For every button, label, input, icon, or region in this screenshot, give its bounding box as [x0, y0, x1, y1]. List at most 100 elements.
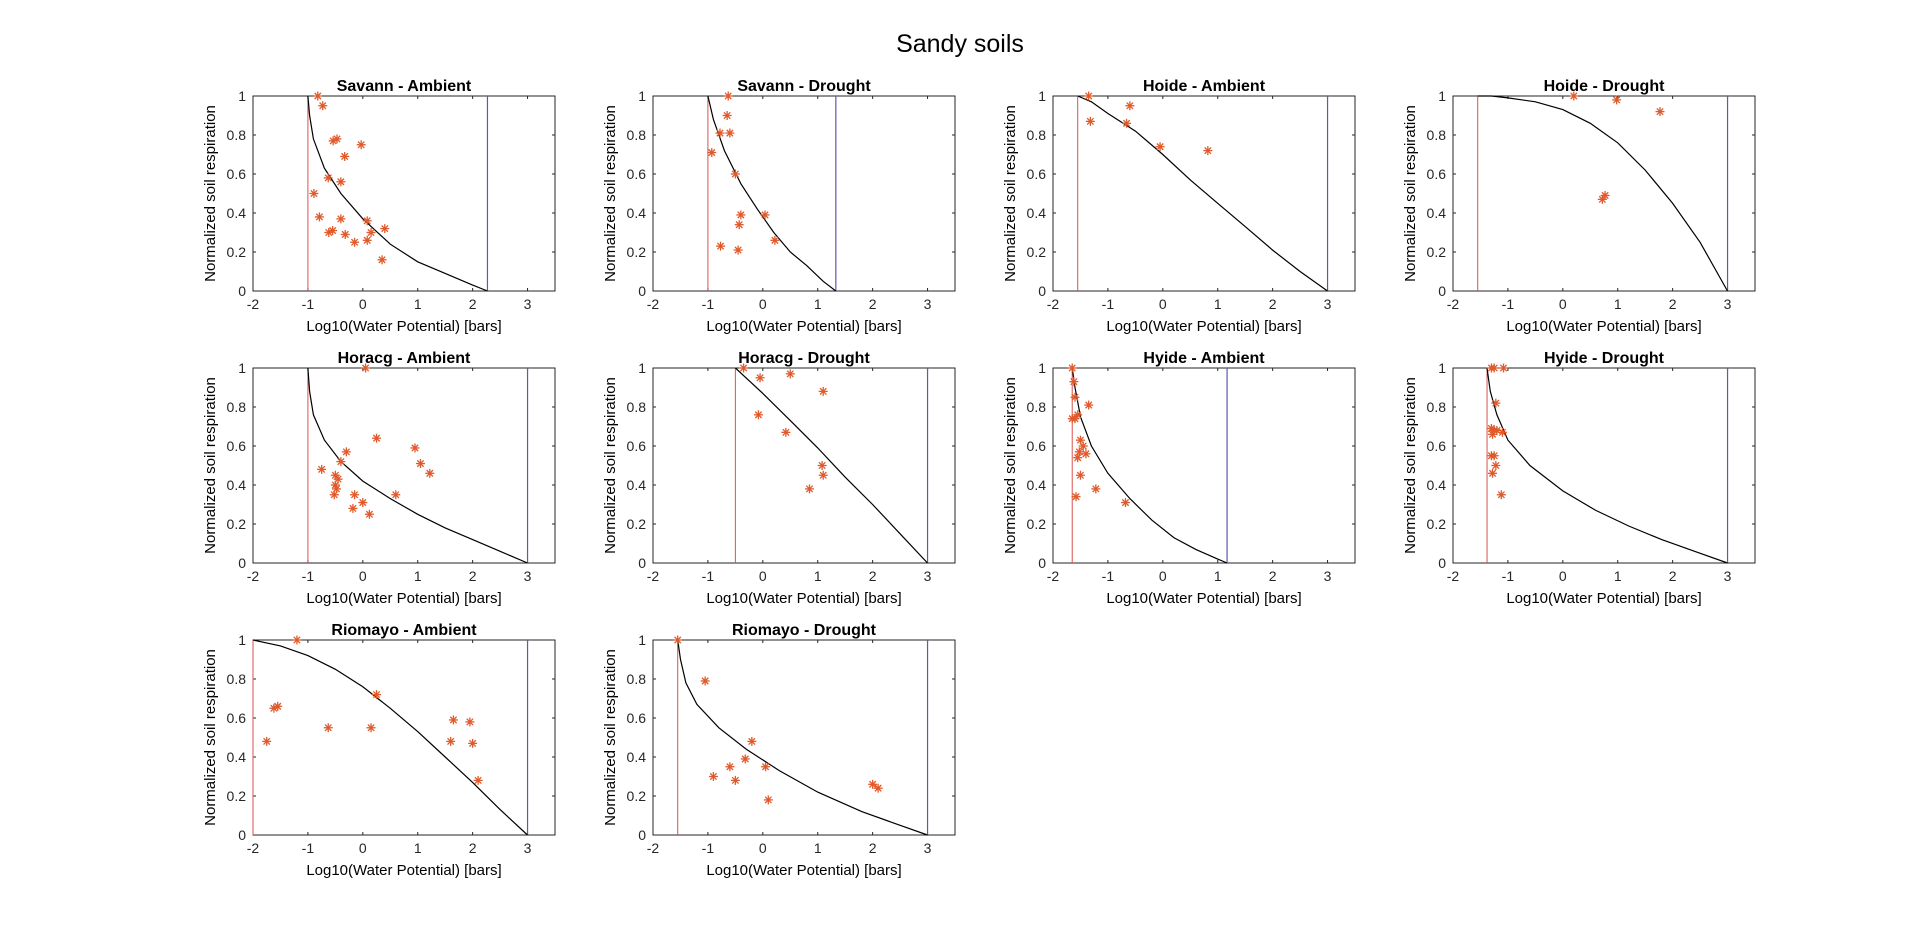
data-point: [770, 235, 780, 245]
y-tick-label: 0.6: [1427, 166, 1447, 182]
data-point-stroke: [337, 215, 345, 223]
x-tick-label: -2: [247, 296, 260, 312]
x-tick-label: 3: [924, 568, 932, 584]
model-curve: [1486, 367, 1728, 564]
subplot-title: Riomayo - Drought: [732, 622, 877, 639]
x-axis-label: Log10(Water Potential) [bars]: [1506, 318, 1701, 335]
data-point-stroke: [468, 739, 477, 747]
data-point: [332, 134, 342, 144]
data-point: [1070, 414, 1080, 424]
x-tick-label: 0: [759, 296, 767, 312]
y-tick-label: 0.4: [227, 749, 247, 765]
data-point: [868, 779, 878, 789]
x-tick-label: -1: [302, 840, 315, 856]
data-point: [329, 490, 339, 500]
data-point-stroke: [449, 716, 458, 724]
data-point-stroke: [674, 636, 682, 644]
data-point: [730, 169, 740, 179]
x-tick-label: -1: [1102, 296, 1115, 312]
x-tick-label: 2: [469, 568, 477, 584]
y-tick-label: 1: [638, 360, 646, 376]
data-point-stroke: [315, 213, 324, 221]
y-tick-label: 0.4: [1027, 205, 1047, 221]
y-tick-label: 0.6: [1027, 438, 1047, 454]
x-tick-label: -1: [702, 840, 715, 856]
y-tick-label: 0.8: [627, 671, 647, 687]
subplot-title: Hoide - Ambient: [1143, 78, 1266, 95]
data-point: [1489, 363, 1499, 373]
y-axis-label: Normalized soil respiration: [1002, 377, 1019, 554]
y-tick-label: 0.4: [1027, 477, 1047, 493]
x-tick-label: 1: [414, 568, 422, 584]
model-curve: [307, 367, 528, 564]
y-tick-label: 0.6: [227, 710, 247, 726]
subplot-1: Savann - Ambient -2 -1 0 1 2 3 0 0.2 0.4 0.6 0.8 1 Lo…: [202, 78, 556, 335]
data-point: [760, 210, 770, 220]
x-tick-label: -1: [702, 568, 715, 584]
data-point-stroke: [372, 434, 381, 442]
data-point-stroke: [1092, 485, 1100, 493]
x-tick-label: 2: [1669, 568, 1677, 584]
data-point: [1491, 461, 1501, 470]
data-point: [313, 91, 323, 101]
data-point-stroke: [1492, 399, 1500, 407]
x-tick-label: 2: [469, 840, 477, 856]
data-point: [763, 795, 773, 805]
data-point-stroke: [314, 92, 322, 100]
data-point: [1203, 146, 1213, 156]
x-axis-label: Log10(Water Potential) [bars]: [706, 590, 901, 607]
data-point-stroke: [1079, 442, 1087, 450]
y-tick-label: 0.2: [627, 516, 647, 532]
data-point-stroke: [1488, 430, 1497, 438]
data-point: [785, 369, 795, 379]
y-tick-label: 1: [238, 88, 246, 104]
data-point: [1067, 363, 1077, 373]
x-tick-label: 2: [1669, 296, 1677, 312]
x-tick-label: 1: [814, 296, 822, 312]
x-axis-label: Log10(Water Potential) [bars]: [306, 590, 501, 607]
data-point: [341, 447, 351, 457]
data-point: [1078, 441, 1088, 451]
subplot-5: Horacg - Ambient -2 -1 0 1 2 3 0 0.2 0.4 0.6 0.8 1 Lo…: [202, 350, 556, 607]
data-point: [372, 690, 382, 700]
x-tick-label: -2: [1047, 296, 1060, 312]
x-tick-label: 3: [524, 568, 532, 584]
axes-box: [1052, 367, 1356, 564]
data-point-stroke: [325, 228, 333, 237]
data-point: [715, 128, 725, 138]
y-tick-label: 0.8: [227, 127, 247, 143]
data-point-stroke: [333, 135, 341, 143]
data-point-stroke: [447, 737, 455, 746]
data-point: [358, 498, 368, 508]
data-point: [700, 676, 710, 686]
data-point-stroke: [1076, 436, 1085, 444]
data-point: [755, 373, 765, 383]
x-tick-label: 3: [1324, 568, 1332, 584]
y-tick-label: 0: [238, 827, 246, 843]
y-tick-label: 0.8: [1427, 127, 1447, 143]
data-point-stroke: [868, 780, 877, 788]
data-point: [1569, 91, 1579, 101]
data-point: [391, 490, 401, 500]
axes-box: [652, 367, 956, 564]
y-tick-label: 0.2: [227, 244, 247, 260]
data-point: [1655, 107, 1665, 117]
model-curve: [734, 367, 928, 564]
data-point: [1489, 451, 1499, 461]
data-point: [1085, 116, 1095, 126]
data-point: [734, 220, 744, 230]
data-point: [366, 723, 376, 733]
data-point-stroke: [1498, 428, 1507, 436]
data-point-stroke: [349, 504, 357, 513]
data-point-stroke: [331, 481, 340, 489]
subplot-7: Hyide - Ambient -2 -1 0 1 2 3 0 0.2 0.4 0.6 0.8 1 Log…: [1002, 350, 1356, 607]
x-tick-label: -2: [247, 840, 260, 856]
data-point-stroke: [761, 763, 770, 771]
subplot-title: Savann - Drought: [737, 78, 871, 95]
data-point: [708, 772, 718, 781]
x-tick-label: 0: [359, 568, 367, 584]
axes-box: [252, 95, 556, 292]
data-point-stroke: [1570, 92, 1578, 100]
y-tick-label: 0.4: [1427, 205, 1447, 221]
data-point: [723, 91, 733, 101]
